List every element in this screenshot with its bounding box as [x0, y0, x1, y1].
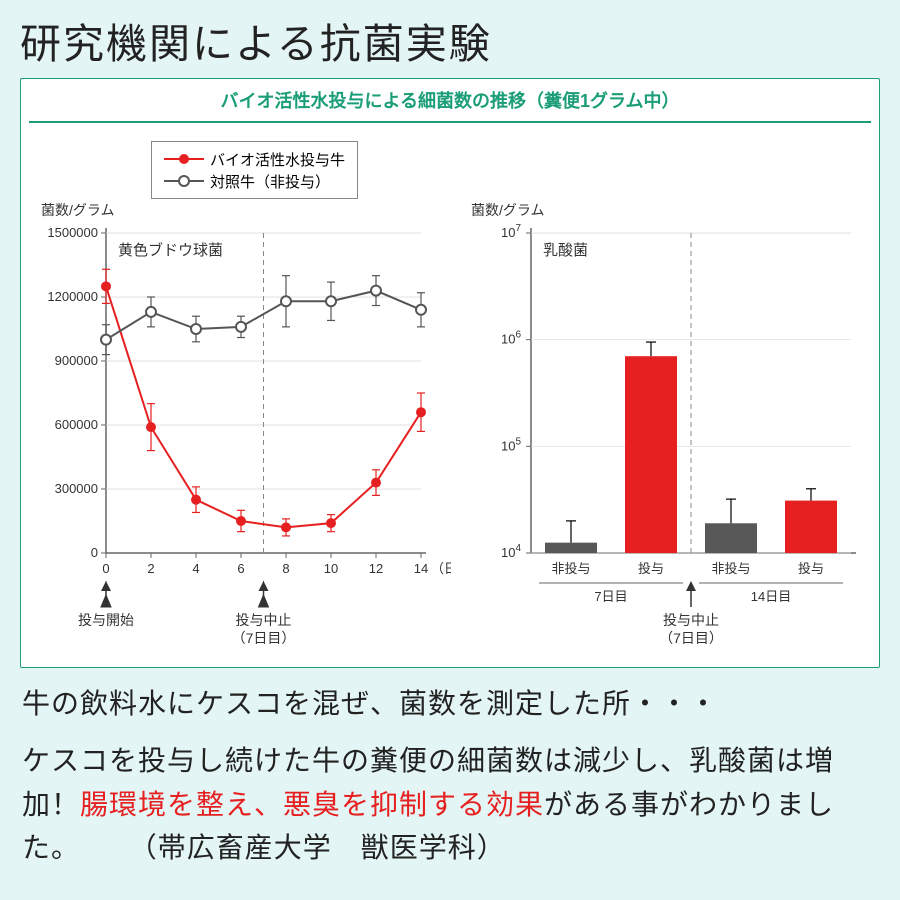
svg-text:104: 104: [501, 543, 521, 560]
legend-item: 対照牛（非投与）: [164, 170, 345, 192]
svg-text:（7日目）: （7日目）: [232, 630, 296, 646]
caption-credit: （帯広畜産大学 獣医学科）: [129, 832, 506, 863]
svg-text:7日目: 7日目: [594, 589, 627, 604]
caption-line2-red: 腸環境を整え、悪臭を抑制する効果: [80, 789, 544, 820]
svg-text:300000: 300000: [55, 481, 98, 496]
svg-text:黄色ブドウ球菌: 黄色ブドウ球菌: [118, 241, 223, 259]
svg-text:1200000: 1200000: [47, 289, 98, 304]
svg-text:菌数/グラム: 菌数/グラム: [471, 202, 544, 218]
bar-chart: 菌数/グラム 104 105 106 107 乳酸菌非投与 投与 非投与 投与 7日目 14日目投与…: [451, 123, 881, 663]
legend-item: バイオ活性水投与牛: [164, 148, 345, 170]
chart-panel: バイオ活性水投与による細菌数の推移（糞便1グラム中） バイオ活性水投与牛 対照牛…: [20, 78, 880, 668]
page-title: 研究機関による抗菌実験: [0, 0, 900, 70]
svg-text:投与: 投与: [798, 561, 824, 576]
svg-text:投与: 投与: [638, 561, 664, 576]
svg-text:4: 4: [192, 561, 199, 576]
svg-text:0: 0: [91, 545, 98, 560]
svg-text:投与開始: 投与開始: [78, 612, 134, 628]
svg-text:14: 14: [414, 561, 428, 576]
svg-text:600000: 600000: [55, 417, 98, 432]
svg-text:（7日目）: （7日目）: [659, 630, 723, 646]
svg-text:10: 10: [324, 561, 338, 576]
svg-text:投与中止: 投与中止: [236, 612, 292, 628]
svg-text:900000: 900000: [55, 353, 98, 368]
svg-text:14日目: 14日目: [751, 589, 791, 604]
svg-text:106: 106: [501, 330, 521, 347]
svg-text:非投与: 非投与: [551, 561, 590, 576]
svg-text:8: 8: [282, 561, 289, 576]
svg-text:105: 105: [501, 436, 521, 453]
chart-panel-title: バイオ活性水投与による細菌数の推移（糞便1グラム中）: [21, 79, 879, 121]
legend: バイオ活性水投与牛 対照牛（非投与）: [151, 141, 358, 199]
svg-text:107: 107: [501, 223, 521, 240]
svg-text:菌数/グラム: 菌数/グラム: [41, 202, 114, 218]
svg-text:6: 6: [237, 561, 244, 576]
line-chart-svg: 菌数/グラム 0 300000 600000 900000 1200000 1500000 0…: [21, 123, 451, 663]
line-chart: バイオ活性水投与牛 対照牛（非投与） 菌数/グラム 0 300000 600000 90…: [21, 123, 451, 663]
svg-text:2: 2: [147, 561, 154, 576]
legend-label: バイオ活性水投与牛: [210, 149, 345, 170]
svg-text:乳酸菌: 乳酸菌: [543, 242, 588, 259]
bar-chart-svg: 菌数/グラム 104 105 106 107 乳酸菌非投与 投与 非投与 投与 7日目 14日目投与…: [451, 123, 881, 663]
caption-line1: 牛の飲料水にケスコを混ぜ、菌数を測定した所・・・: [22, 688, 718, 719]
svg-text:（日数）: （日数）: [431, 561, 451, 576]
svg-text:0: 0: [102, 561, 109, 576]
svg-text:12: 12: [369, 561, 383, 576]
legend-label: 対照牛（非投与）: [210, 171, 330, 192]
svg-text:投与中止: 投与中止: [663, 612, 719, 628]
caption-block: 牛の飲料水にケスコを混ぜ、菌数を測定した所・・・ ケスコを投与し続けた牛の糞便の…: [0, 676, 900, 876]
svg-text:非投与: 非投与: [711, 561, 750, 576]
svg-text:1500000: 1500000: [47, 225, 98, 240]
